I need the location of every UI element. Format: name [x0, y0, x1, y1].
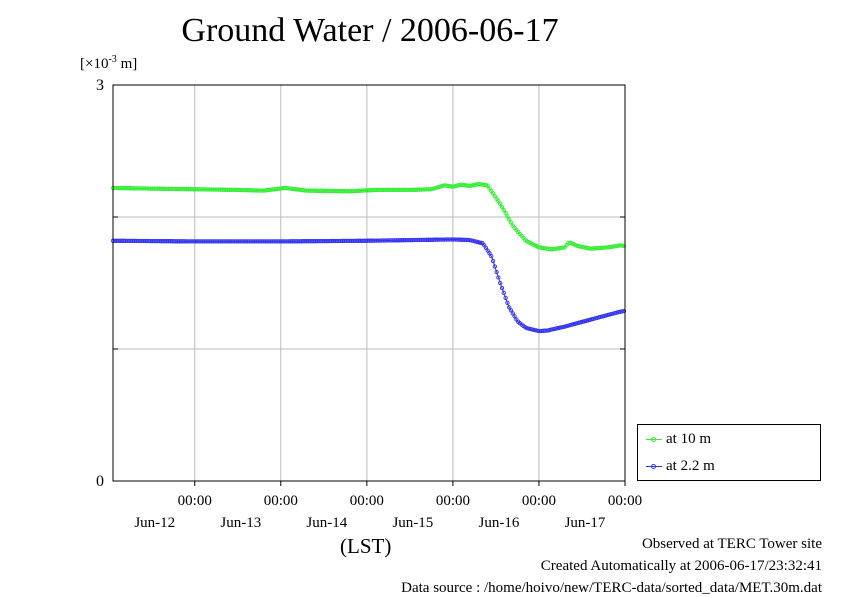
- data-point: [512, 314, 517, 319]
- y-tick-label: 3: [96, 77, 104, 94]
- data-point: [499, 285, 505, 291]
- data-point: [503, 211, 508, 216]
- data-point: [621, 243, 627, 249]
- data-point: [505, 300, 510, 305]
- data-point: [560, 245, 566, 250]
- data-point: [431, 186, 437, 191]
- data-point: [505, 214, 510, 219]
- unit-prefix: [×10: [80, 56, 109, 72]
- data-point: [478, 240, 483, 245]
- x-tick-label-time: 00:00: [178, 493, 212, 509]
- footer-created: Created Automatically at 2006-06-17/23:3…: [540, 558, 822, 574]
- legend-swatch-2-2m: [646, 462, 662, 472]
- footer-source: Data source : /home/hoivo/new/TERC-data/…: [401, 580, 822, 596]
- x-axis-label: (LST): [340, 534, 392, 558]
- data-point: [619, 243, 625, 248]
- y-axis-unit-label: [×10-3 m]: [80, 54, 137, 73]
- plot-frame: [112, 84, 626, 482]
- x-tick-label-time: 00:00: [522, 493, 556, 509]
- legend: at 10 m at 2.2 m: [637, 424, 821, 481]
- unit-exponent: -3: [108, 54, 117, 65]
- x-tick-label-time: 00:00: [608, 493, 642, 509]
- legend-label-2-2m: at 2.2 m: [666, 458, 715, 474]
- x-tick-label-date: Jun-15: [392, 515, 433, 531]
- data-point: [435, 185, 440, 190]
- data-point: [507, 305, 512, 310]
- data-point: [501, 290, 506, 296]
- data-point: [619, 309, 625, 314]
- unit-suffix: m]: [116, 56, 138, 72]
- x-tick-label-date: Jun-13: [220, 515, 261, 531]
- x-tick-label-date: Jun-17: [565, 515, 606, 531]
- data-point: [510, 311, 515, 316]
- legend-item-10m: at 10 m: [646, 431, 711, 448]
- data-point: [490, 258, 496, 264]
- data-point: [503, 295, 508, 301]
- series-line: [112, 238, 626, 332]
- x-tick-label-time: 00:00: [436, 493, 470, 509]
- x-tick-label-time: 00:00: [350, 493, 384, 509]
- data-point: [498, 201, 503, 206]
- data-point: [492, 264, 497, 269]
- series-2-2m: [110, 237, 627, 334]
- data-point: [621, 308, 627, 314]
- x-tick-label-date: Jun-16: [479, 515, 520, 531]
- x-tick-label-date: Jun-14: [306, 515, 347, 531]
- data-point: [501, 207, 506, 213]
- data-point: [489, 253, 494, 259]
- legend-label-10m: at 10 m: [666, 431, 711, 447]
- data-point: [496, 275, 501, 280]
- data-point: [498, 280, 503, 286]
- legend-item-2-2m: at 2.2 m: [646, 458, 715, 475]
- data-point: [508, 308, 514, 313]
- footer-observed: Observed at TERC Tower site: [641, 536, 822, 552]
- y-tick-label: 0: [96, 473, 104, 490]
- series-10m: [110, 181, 627, 252]
- data-point: [508, 220, 514, 225]
- x-tick-label-time: 00:00: [264, 493, 298, 509]
- x-tick-label-date: Jun-12: [134, 515, 175, 531]
- data-point: [494, 269, 499, 275]
- legend-swatch-10m: [646, 435, 662, 445]
- data-point: [499, 204, 505, 210]
- data-point: [507, 217, 512, 222]
- chart-title: Ground Water / 2006-06-17: [181, 12, 559, 49]
